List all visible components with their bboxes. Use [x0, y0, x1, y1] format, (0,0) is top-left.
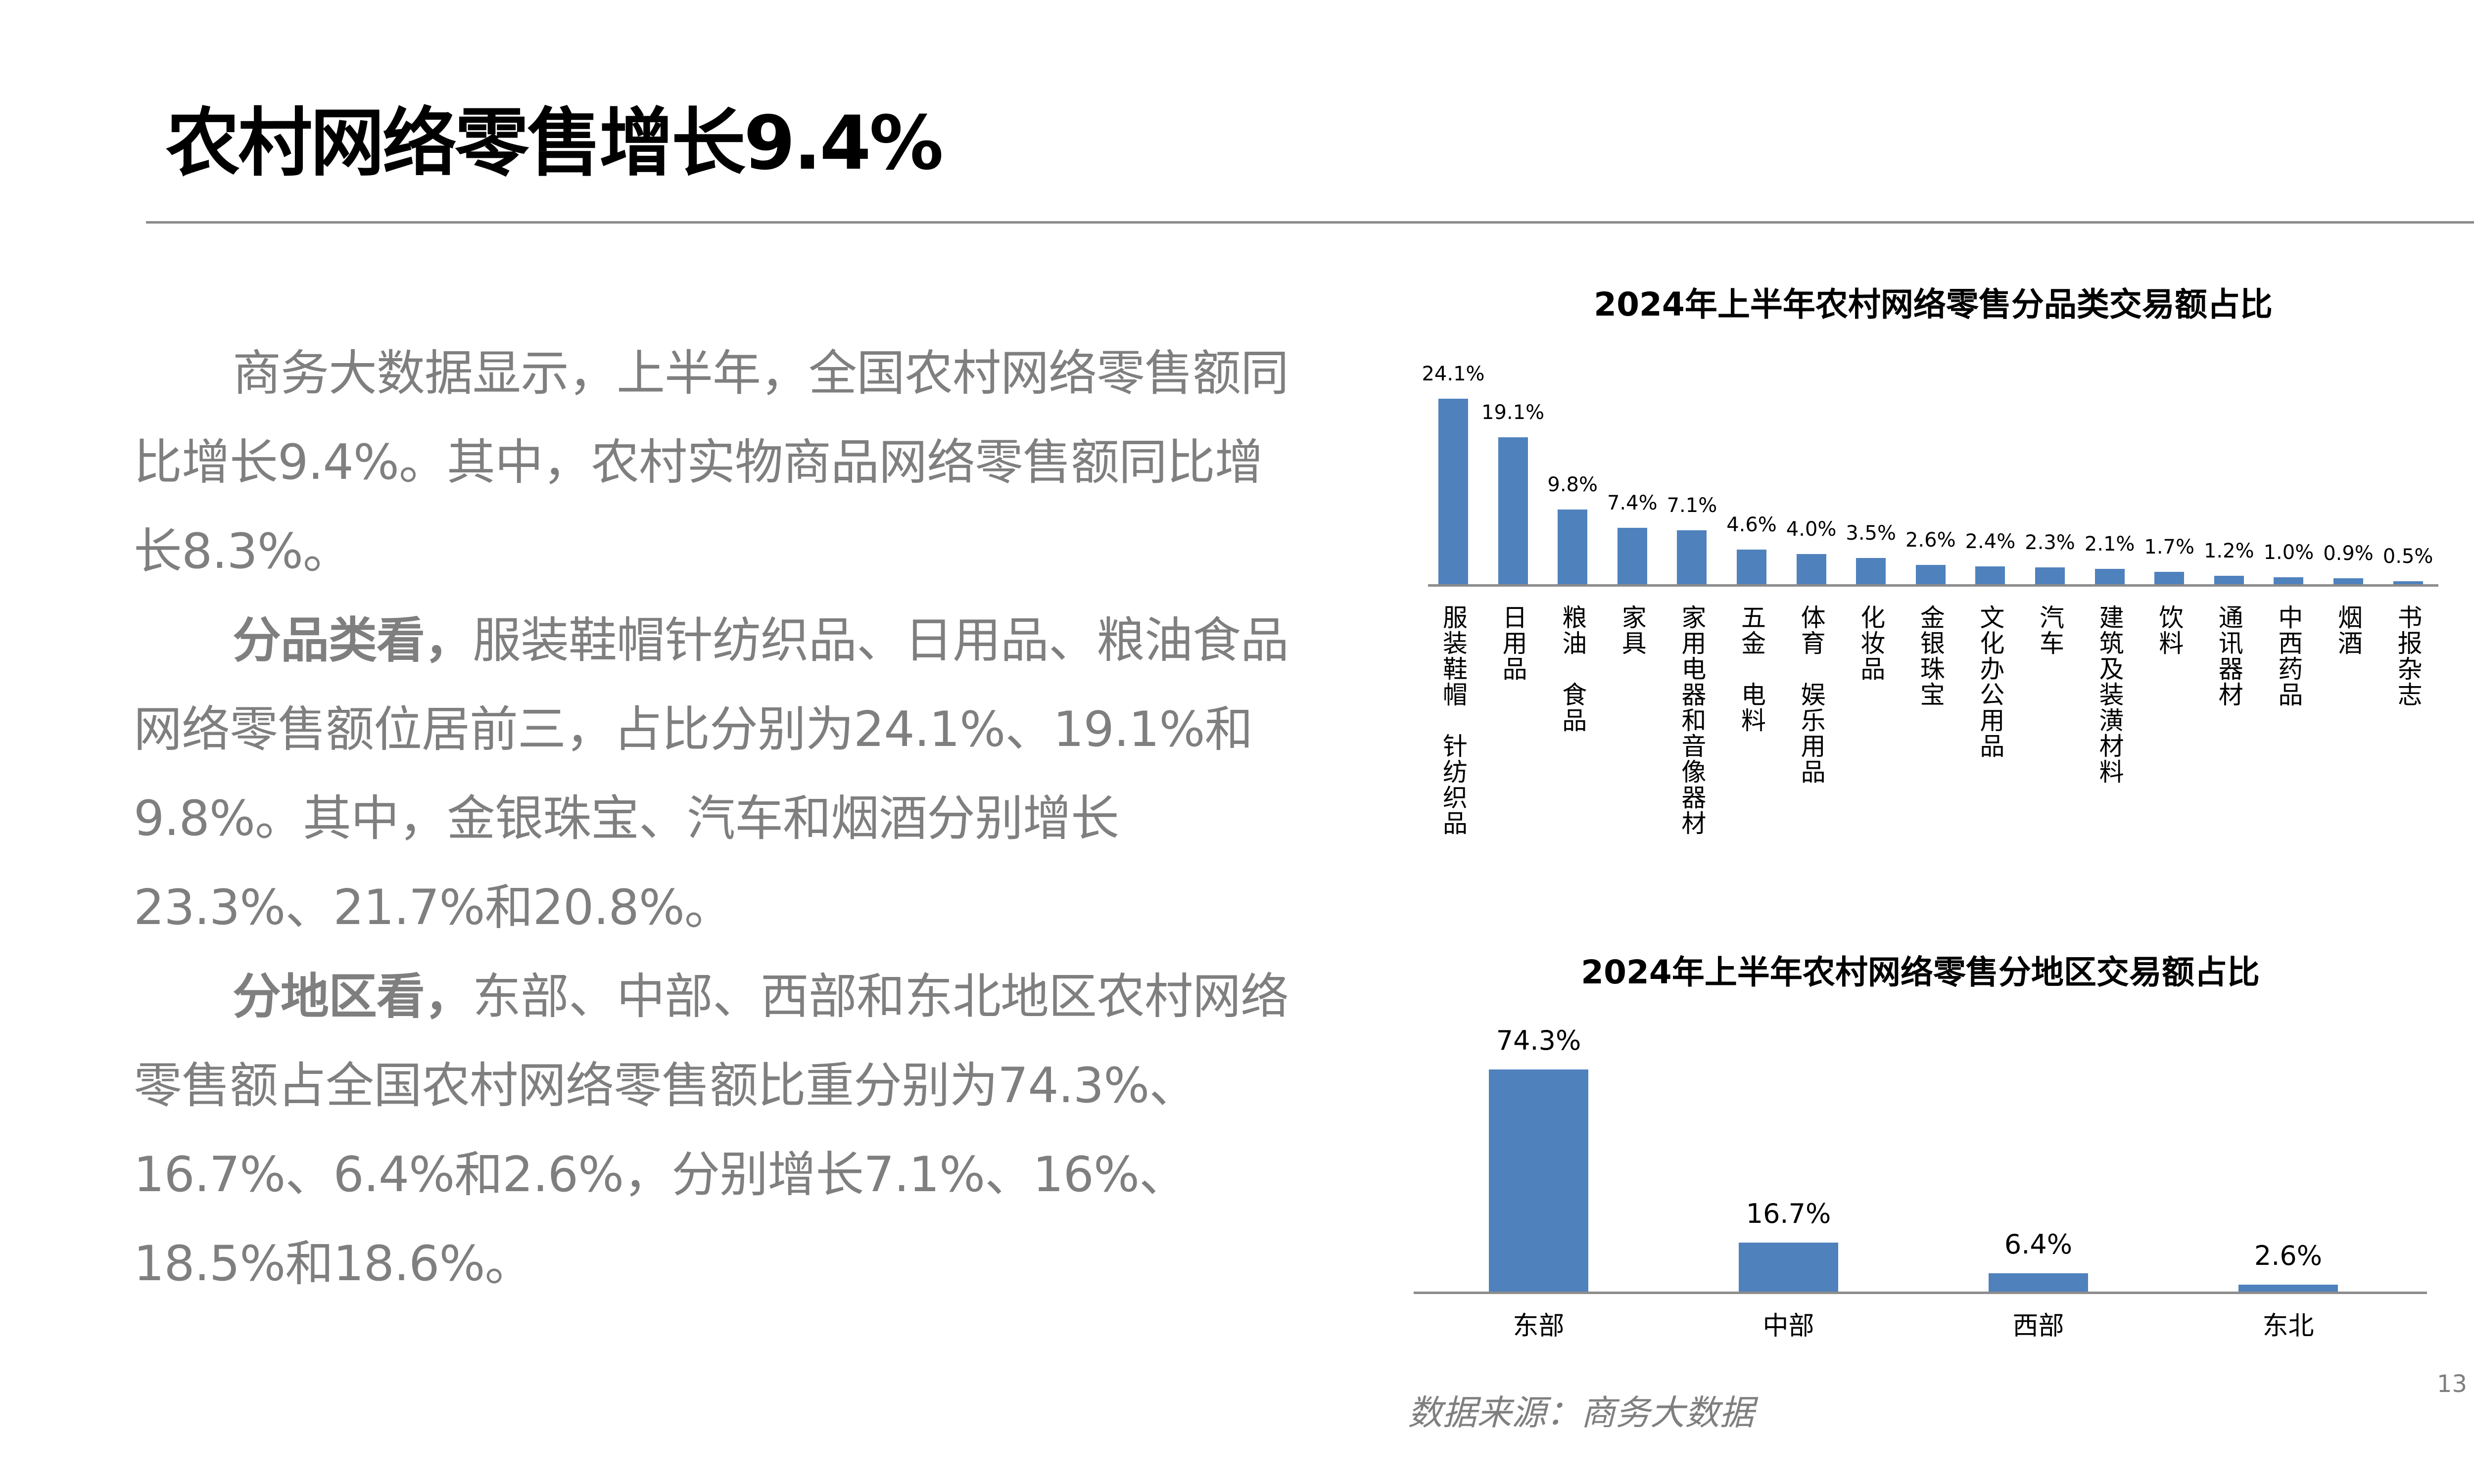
category-axis-label: 金银珠宝: [1916, 604, 1945, 707]
region-value-label: 74.3%: [1496, 1024, 1581, 1056]
category-value-label: 7.1%: [1666, 494, 1717, 517]
page-title: 农村网络零售增长9.4%: [166, 100, 944, 186]
category-value-label: 0.9%: [2323, 542, 2374, 565]
category-bar: [2035, 567, 2065, 585]
category-bar: [1438, 399, 1468, 585]
category-bar: [2154, 572, 2185, 585]
category-value-label: 2.3%: [2025, 531, 2075, 555]
category-value-label: 9.8%: [1547, 473, 1598, 496]
region-chart-title: 2024年上半年农村网络零售分地区交易额占比: [1581, 953, 2260, 991]
category-bar: [1975, 566, 2005, 585]
category-bar: [2094, 569, 2125, 585]
category-axis-label: 家具: [1618, 604, 1647, 656]
region-value-label: 2.6%: [2254, 1240, 2323, 1272]
category-value-label: 1.7%: [2144, 536, 2194, 559]
category-axis-label: 文化办公用品: [1976, 604, 2005, 759]
category-value-label: 0.5%: [2382, 545, 2433, 568]
category-bar: [1617, 528, 1647, 585]
paragraph-category: 分品类看，服装鞋帽针纺织品、日用品、粮油食品网络零售额位居前三，占比分别为24.…: [134, 596, 1301, 952]
region-axis-label: 东北: [2262, 1311, 2314, 1341]
category-value-label: 3.5%: [1846, 522, 1896, 545]
body-text: 商务大数据显示，上半年，全国农村网络零售额同比增长9.4%。其中，农村实物商品网…: [134, 329, 1301, 1308]
category-value-label: 1.0%: [2263, 541, 2314, 564]
category-value-label: 7.4%: [1607, 492, 1658, 515]
category-axis-label: 汽车: [2036, 604, 2064, 656]
region-bar: [1489, 1069, 1588, 1293]
region-bar: [1989, 1273, 2088, 1293]
category-bar: [1856, 558, 1886, 585]
region-axis-label: 中部: [1762, 1311, 1814, 1341]
category-axis-label: 烟酒: [2334, 604, 2363, 656]
region-axis-label: 东部: [1513, 1311, 1565, 1341]
category-bar: [2274, 577, 2304, 585]
region-bar: [1739, 1242, 1838, 1293]
title-divider: [146, 221, 2474, 224]
category-bar: [1737, 550, 1766, 585]
category-bar: [1677, 530, 1707, 585]
region-bar: [2238, 1285, 2338, 1293]
paragraph-text: 服装鞋帽针纺织品、日用品、粮油食品网络零售额位居前三，占比分别为24.1%、19…: [134, 612, 1289, 936]
category-bar: [2214, 576, 2244, 585]
paragraph-text: 商务大数据显示，上半年，全国农村网络零售额同比增长9.4%。其中，农村实物商品网…: [134, 345, 1289, 580]
page-number: 13: [2437, 1370, 2468, 1398]
category-bar: [1558, 509, 1588, 585]
paragraph-region: 分地区看，东部、中部、西部和东北地区农村网络零售额占全国农村网络零售额比重分别为…: [134, 952, 1301, 1308]
category-axis-label: 饮料: [2155, 604, 2184, 656]
paragraph-text: 东部、中部、西部和东北地区农村网络零售额占全国农村网络零售额比重分别为74.3%…: [134, 969, 1289, 1292]
category-axis-label: 中西药品: [2274, 604, 2303, 707]
paragraph-overview: 商务大数据显示，上半年，全国农村网络零售额同比增长9.4%。其中，农村实物商品网…: [134, 329, 1301, 596]
category-value-label: 4.6%: [1726, 513, 1777, 537]
category-bar: [2393, 581, 2423, 585]
category-bar: [1796, 554, 1826, 585]
category-axis-label: 体育 娱乐用品: [1797, 604, 1826, 785]
category-axis-label: 通讯器材: [2214, 604, 2243, 707]
category-axis-label: 五金 电料: [1737, 604, 1766, 733]
category-value-label: 19.1%: [1481, 401, 1545, 424]
category-axis-label: 家用电器和音像器材: [1677, 604, 1707, 836]
paragraph-lead: 分品类看，: [233, 612, 473, 669]
category-chart-title: 2024年上半年农村网络零售分品类交易额占比: [1594, 285, 2273, 324]
region-value-label: 6.4%: [2004, 1229, 2073, 1260]
category-bar: [2333, 578, 2363, 585]
category-axis-label: 书报杂志: [2393, 604, 2423, 707]
region-x-axis: [1414, 1292, 2427, 1294]
category-axis-label: 化妆品: [1856, 604, 1886, 682]
paragraph-lead: 分地区看，: [233, 969, 473, 1025]
region-value-label: 16.7%: [1746, 1198, 1831, 1229]
data-source-note: 数据来源：商务大数据: [1408, 1392, 1754, 1433]
category-x-axis: [1428, 584, 2438, 587]
category-axis-label: 日用品: [1498, 604, 1527, 682]
category-axis-label: 服装鞋帽 针纺织品: [1439, 604, 1468, 836]
category-value-label: 24.1%: [1422, 363, 1485, 386]
category-axis-label: 建筑及装潢材料: [2095, 604, 2124, 785]
category-bar: [1498, 437, 1528, 585]
category-value-label: 4.0%: [1786, 518, 1837, 541]
category-value-label: 1.2%: [2203, 540, 2254, 563]
category-axis-label: 粮油 食品: [1558, 604, 1587, 733]
category-value-label: 2.4%: [1965, 530, 2016, 554]
category-value-label: 2.1%: [2084, 533, 2135, 556]
region-axis-label: 西部: [2012, 1311, 2064, 1341]
category-bar: [1915, 565, 1946, 585]
category-value-label: 2.6%: [1905, 529, 1956, 552]
